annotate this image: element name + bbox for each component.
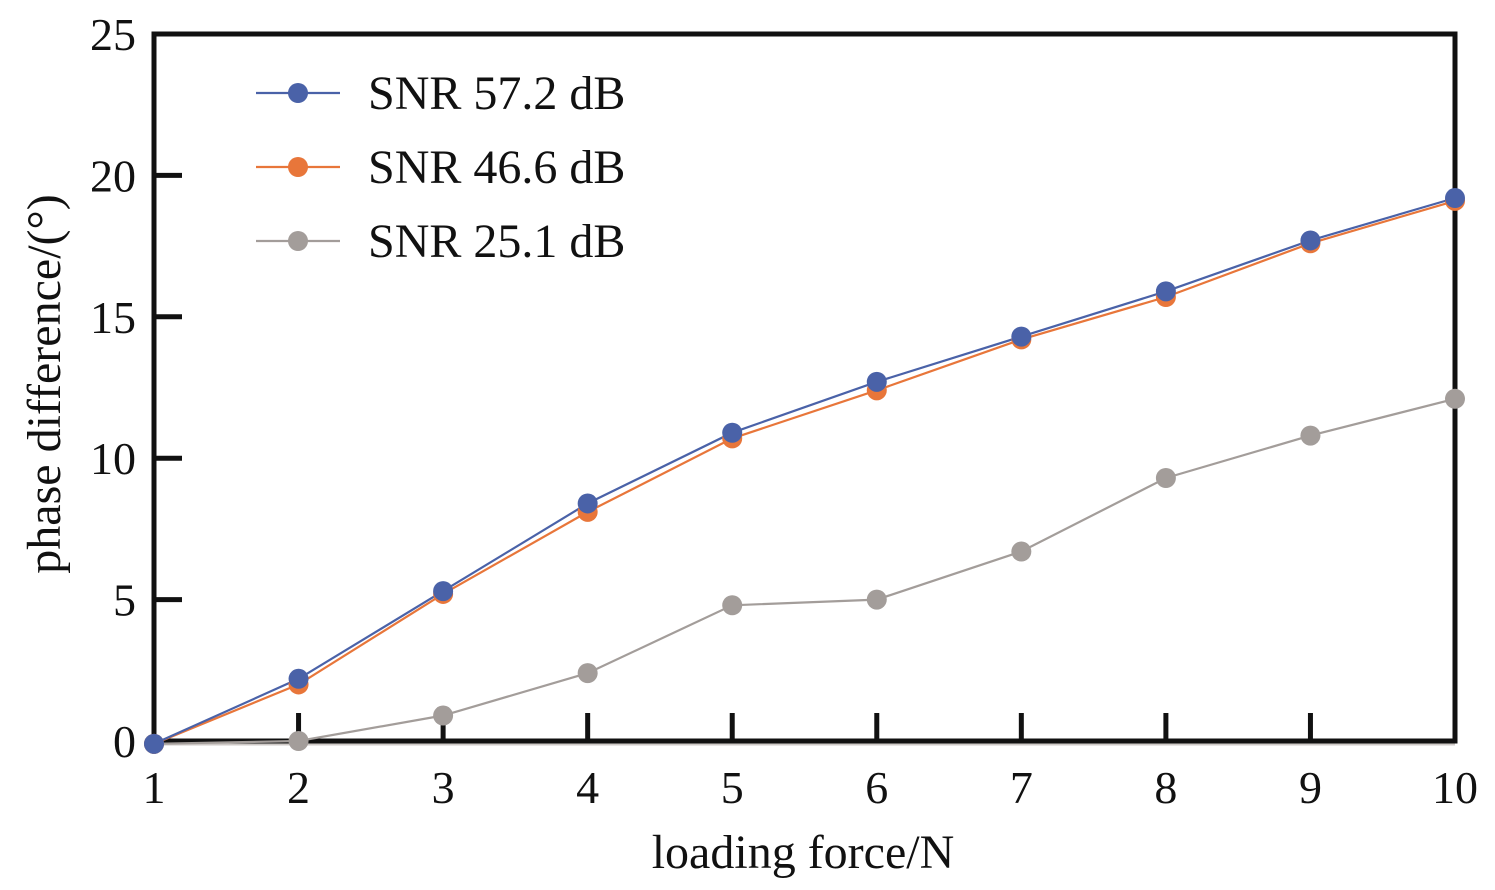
data-point-series-1 bbox=[1011, 326, 1032, 347]
data-point-series-3 bbox=[433, 705, 454, 726]
x-tick-label: 6 bbox=[865, 762, 888, 813]
y-axis-title: phase difference/(°) bbox=[18, 194, 71, 573]
data-point-series-1 bbox=[433, 581, 454, 602]
plot-area: 0 5 10 15 20 25 1 2 3 4 5 6 7 8 9 10 bbox=[90, 9, 1478, 813]
data-point-series-1 bbox=[577, 493, 598, 514]
data-point-series-1 bbox=[1300, 230, 1321, 251]
x-tick-label: 7 bbox=[1010, 762, 1033, 813]
x-tick-label: 1 bbox=[143, 762, 166, 813]
series-line-1 bbox=[153, 196, 1456, 745]
data-point-series-3 bbox=[577, 663, 598, 684]
series-line-2 bbox=[153, 199, 1456, 745]
data-point-series-3 bbox=[1155, 467, 1176, 488]
y-tick-label: 25 bbox=[90, 9, 136, 60]
y-tick-label: 0 bbox=[113, 716, 136, 767]
legend-marker-1 bbox=[288, 83, 308, 103]
x-tick-label: 3 bbox=[432, 762, 455, 813]
x-tick-label: 8 bbox=[1154, 762, 1177, 813]
data-point-series-1 bbox=[1155, 281, 1176, 302]
data-point-series-3 bbox=[866, 589, 887, 610]
legend-marker-2 bbox=[288, 157, 308, 177]
x-tick-label: 5 bbox=[721, 762, 744, 813]
legend-label-2: SNR 46.6 dB bbox=[368, 141, 625, 194]
series-line-3 bbox=[153, 397, 1456, 745]
plot-frame bbox=[151, 31, 1458, 744]
legend-marker-3 bbox=[288, 231, 308, 251]
x-tick-label: 4 bbox=[576, 762, 599, 813]
data-point-series-1 bbox=[144, 733, 164, 754]
x-tick-label: 9 bbox=[1299, 762, 1322, 813]
y-tick-label: 15 bbox=[90, 292, 136, 343]
data-point-series-3 bbox=[1445, 388, 1465, 409]
x-axis-title: loading force/N bbox=[652, 826, 955, 879]
y-tick-label: 20 bbox=[90, 150, 136, 201]
y-tick-label: 5 bbox=[113, 575, 136, 626]
x-tick-label: 2 bbox=[287, 762, 310, 813]
legend-label-3: SNR 25.1 dB bbox=[368, 215, 625, 268]
data-point-series-3 bbox=[1300, 425, 1321, 446]
data-point-series-1 bbox=[722, 422, 743, 443]
legend: SNR 57.2 dB SNR 46.6 dB SNR 25.1 dB bbox=[256, 67, 625, 268]
x-tick-label: 10 bbox=[1432, 762, 1478, 813]
data-point-series-1 bbox=[1445, 188, 1465, 209]
data-point-series-3 bbox=[1011, 541, 1032, 562]
legend-label-1: SNR 57.2 dB bbox=[368, 67, 625, 120]
data-point-series-3 bbox=[288, 731, 309, 751]
y-tick-label: 10 bbox=[90, 433, 136, 484]
data-point-series-3 bbox=[722, 595, 743, 616]
data-point-series-1 bbox=[288, 668, 309, 689]
data-point-series-1 bbox=[866, 371, 887, 392]
